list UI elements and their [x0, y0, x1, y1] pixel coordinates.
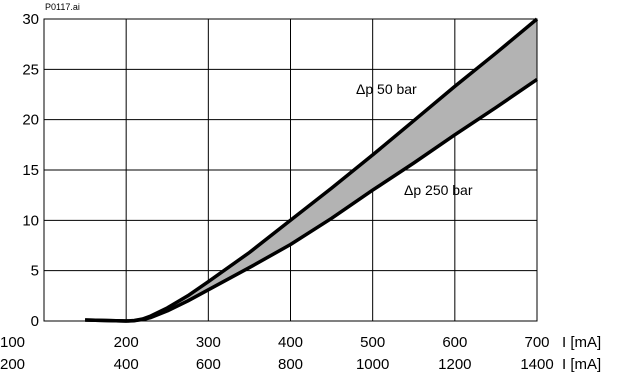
grid	[43, 18, 538, 322]
x-tick-labels-secondary: 200 400 600 800 1000 1200 1400	[0, 356, 554, 373]
y-tick-label: 10	[22, 212, 39, 229]
x-tick-labels-primary: 100 200 300 400 500 600 700	[0, 334, 550, 351]
x-tick-label-primary: 600	[442, 334, 467, 351]
x-tick-label-secondary: 1000	[356, 356, 389, 373]
x-tick-label-primary: 400	[278, 334, 303, 351]
series-label-dp50: Δp 50 bar	[356, 81, 417, 97]
x-tick-label-secondary: 1400	[520, 356, 553, 373]
x-tick-label-primary: 500	[360, 334, 385, 351]
x-tick-label-primary: 200	[114, 334, 139, 351]
series-label-dp250: Δp 250 bar	[404, 182, 473, 198]
x-tick-label-secondary: 600	[196, 356, 221, 373]
x-tick-label-primary: 700	[524, 334, 549, 351]
file-label: P0117.ai	[45, 2, 80, 12]
x-tick-label-primary: 100	[0, 334, 25, 351]
y-tick-label: 30	[22, 11, 39, 28]
y-tick-label: 0	[31, 313, 39, 330]
x-axis-2-unit-label: I [mA]	[562, 356, 601, 373]
x-axis-1-unit-label: I [mA]	[562, 334, 601, 351]
y-tick-label: 25	[22, 61, 39, 78]
x-tick-label-primary: 300	[196, 334, 221, 351]
x-tick-label-secondary: 1200	[438, 356, 471, 373]
y-tick-label: 20	[22, 112, 39, 129]
x-tick-label-secondary: 400	[114, 356, 139, 373]
y-tick-label: 5	[31, 263, 39, 280]
x-tick-label-secondary: 200	[0, 356, 25, 373]
plot-frame	[43, 18, 538, 322]
x-tick-label-secondary: 800	[278, 356, 303, 373]
y-tick-label: 15	[22, 162, 39, 179]
y-tick-labels: 0 5 10 15 20 25 30	[22, 11, 39, 330]
